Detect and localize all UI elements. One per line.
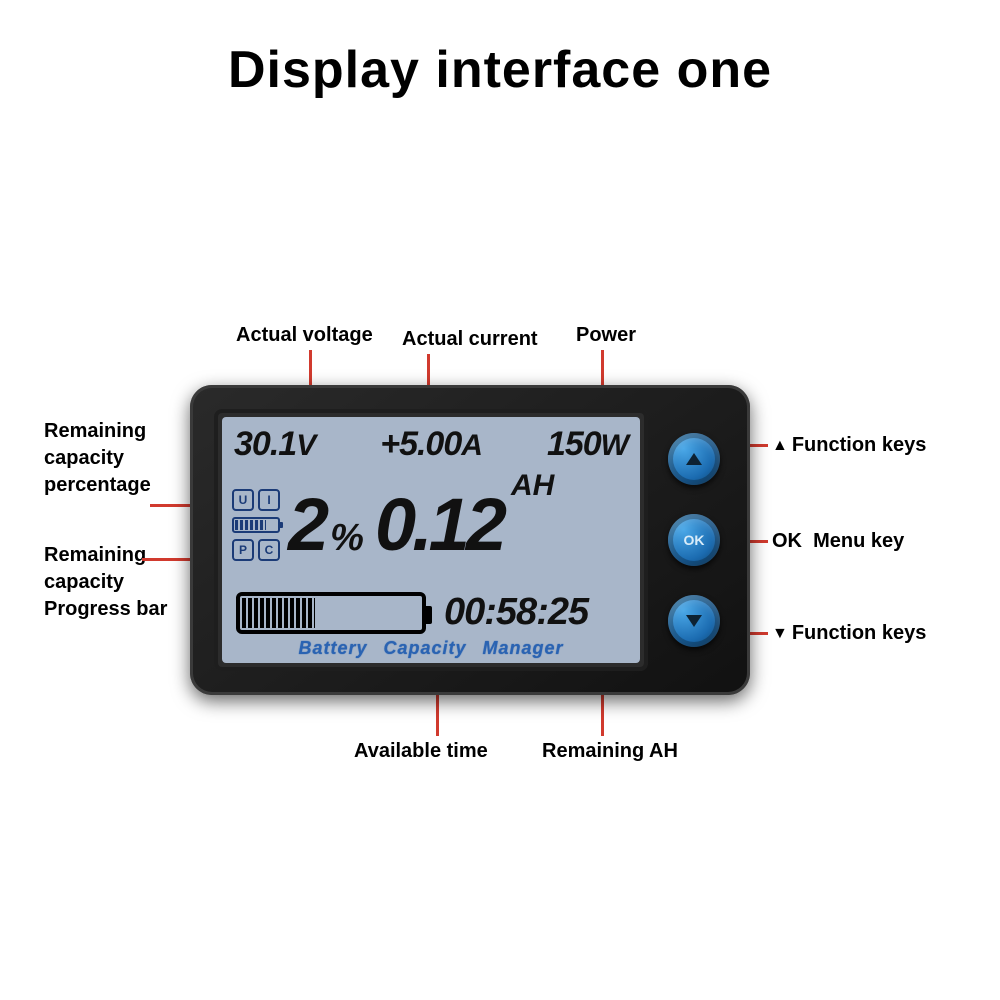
indicator-grid: U I P C <box>232 489 280 561</box>
power-readout: 150W <box>547 427 628 461</box>
ok-button[interactable]: OK <box>668 514 720 566</box>
label-menu-key: OK Menu key <box>772 528 904 555</box>
amp-hours-readout: 0.12 <box>375 492 503 559</box>
lcd-bezel: 30.1V +5.00A 150W U I P C 2% <box>214 409 648 671</box>
label-actual-current: Actual current <box>402 326 538 353</box>
label-remaining-percentage: Remaining capacity percentage <box>44 418 151 499</box>
amp-hours-unit: AH <box>511 469 554 503</box>
label-fn-down: ▼Function keys <box>772 620 926 647</box>
lcd-bottom-row: 00:58:25 <box>232 589 630 636</box>
indicator-c: C <box>258 539 280 561</box>
voltage-readout: 30.1V <box>234 427 315 461</box>
indicator-i: I <box>258 489 280 511</box>
page-title: Display interface one <box>0 40 1000 100</box>
lcd-screen: 30.1V +5.00A 150W U I P C 2% <box>222 417 640 663</box>
brand-line: Battery Capacity Manager <box>232 636 630 659</box>
label-remaining-ah: Remaining AH <box>542 738 678 765</box>
button-column: OK <box>662 409 726 671</box>
label-fn-up: ▲▲ Function keysFunction keys <box>772 432 926 459</box>
label-remaining-progress-bar: Remaining capacity Progress bar <box>44 542 167 623</box>
label-power: Power <box>576 322 636 349</box>
triangle-down-icon <box>684 611 704 631</box>
label-available-time: Available time <box>354 738 488 765</box>
lcd-top-row: 30.1V +5.00A 150W <box>232 423 630 461</box>
mini-battery-icon <box>232 517 280 533</box>
lcd-middle-row: U I P C 2% 0.12 AH <box>232 461 630 589</box>
down-button[interactable] <box>668 595 720 647</box>
indicator-p: P <box>232 539 254 561</box>
triangle-up-icon <box>684 449 704 469</box>
battery-progress-bar <box>236 592 426 634</box>
triangle-up-icon: ▲ <box>772 435 788 457</box>
triangle-down-icon: ▼ <box>772 623 788 645</box>
current-readout: +5.00A <box>380 427 482 461</box>
device-body: 30.1V +5.00A 150W U I P C 2% <box>190 385 750 695</box>
indicator-u: U <box>232 489 254 511</box>
time-readout: 00:58:25 <box>444 591 588 634</box>
label-actual-voltage: Actual voltage <box>236 322 373 349</box>
percentage-readout: 2% <box>288 492 361 559</box>
up-button[interactable] <box>668 433 720 485</box>
